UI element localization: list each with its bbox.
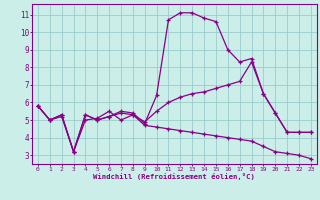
X-axis label: Windchill (Refroidissement éolien,°C): Windchill (Refroidissement éolien,°C) (93, 173, 255, 180)
